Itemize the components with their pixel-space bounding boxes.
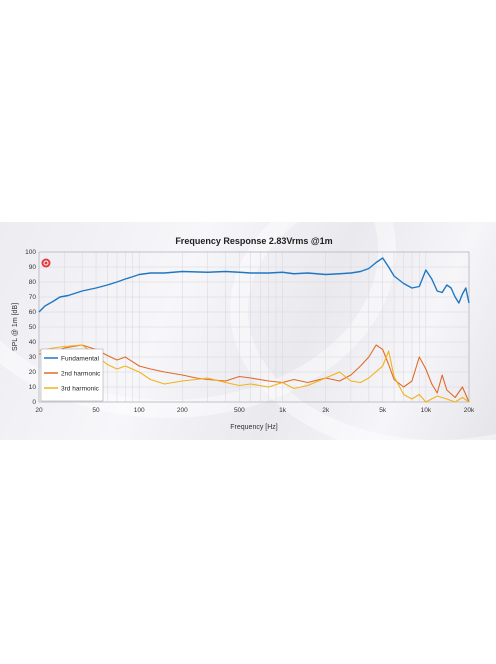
x-tick-label: 200: [177, 407, 188, 414]
legend-label-2nd-harmonic: 2nd harmonic: [61, 371, 101, 378]
series-group: [38, 257, 470, 403]
y-tick-label: 90: [29, 264, 37, 271]
x-tick-label: 50: [92, 407, 100, 414]
y-tick-label: 80: [29, 279, 37, 286]
x-tick-label: 20: [35, 407, 43, 414]
x-tick-label: 100: [134, 407, 145, 414]
series-line-fundamental: [38, 257, 470, 313]
logo-icon: [41, 258, 51, 268]
y-tick-label: 70: [29, 294, 37, 301]
y-tick-label: 0: [32, 399, 36, 406]
x-tick-label: 2k: [322, 407, 330, 414]
x-tick-label: 1k: [279, 407, 287, 414]
x-axis-label: Frequency [Hz]: [230, 424, 278, 431]
x-tick-label: 500: [234, 407, 245, 414]
y-tick-label: 20: [29, 369, 37, 376]
series-line-3rd-harmonic: [38, 344, 470, 403]
y-axis-label: SPL @ 1m [dB]: [12, 303, 19, 351]
legend: Fundamental 2nd harmonic 3rd harmonic: [40, 348, 104, 402]
legend-label-3rd-harmonic: 3rd harmonic: [61, 386, 100, 393]
y-tick-label: 10: [29, 384, 37, 391]
y-tick-label: 100: [25, 249, 36, 256]
x-tick-label: 10k: [421, 407, 432, 414]
y-tick-label: 60: [29, 309, 37, 316]
frequency-response-chart: Frequency Response 2.83Vrms @1m 0 10 20 30 4…: [12, 236, 475, 431]
chart-title: Frequency Response 2.83Vrms @1m: [175, 236, 332, 246]
y-axis-ticks: 0 10 20 30 40 50 60 70 80 90 100: [25, 249, 36, 406]
chart-panel: Frequency Response 2.83Vrms @1m 0 10 20 30 4…: [0, 222, 496, 440]
x-tick-label: 20k: [464, 407, 475, 414]
grid: [38, 251, 470, 403]
legend-label-fundamental: Fundamental: [61, 356, 99, 363]
series-line-2nd-harmonic: [38, 344, 470, 403]
x-tick-label: 5k: [379, 407, 387, 414]
y-tick-label: 50: [29, 324, 37, 331]
plot-area-frame: [38, 251, 470, 403]
y-tick-label: 40: [29, 339, 37, 346]
x-axis-ticks: 20 50 100 200 500 1k 2k 5k 10k 20k: [35, 407, 475, 414]
y-tick-label: 30: [29, 354, 37, 361]
